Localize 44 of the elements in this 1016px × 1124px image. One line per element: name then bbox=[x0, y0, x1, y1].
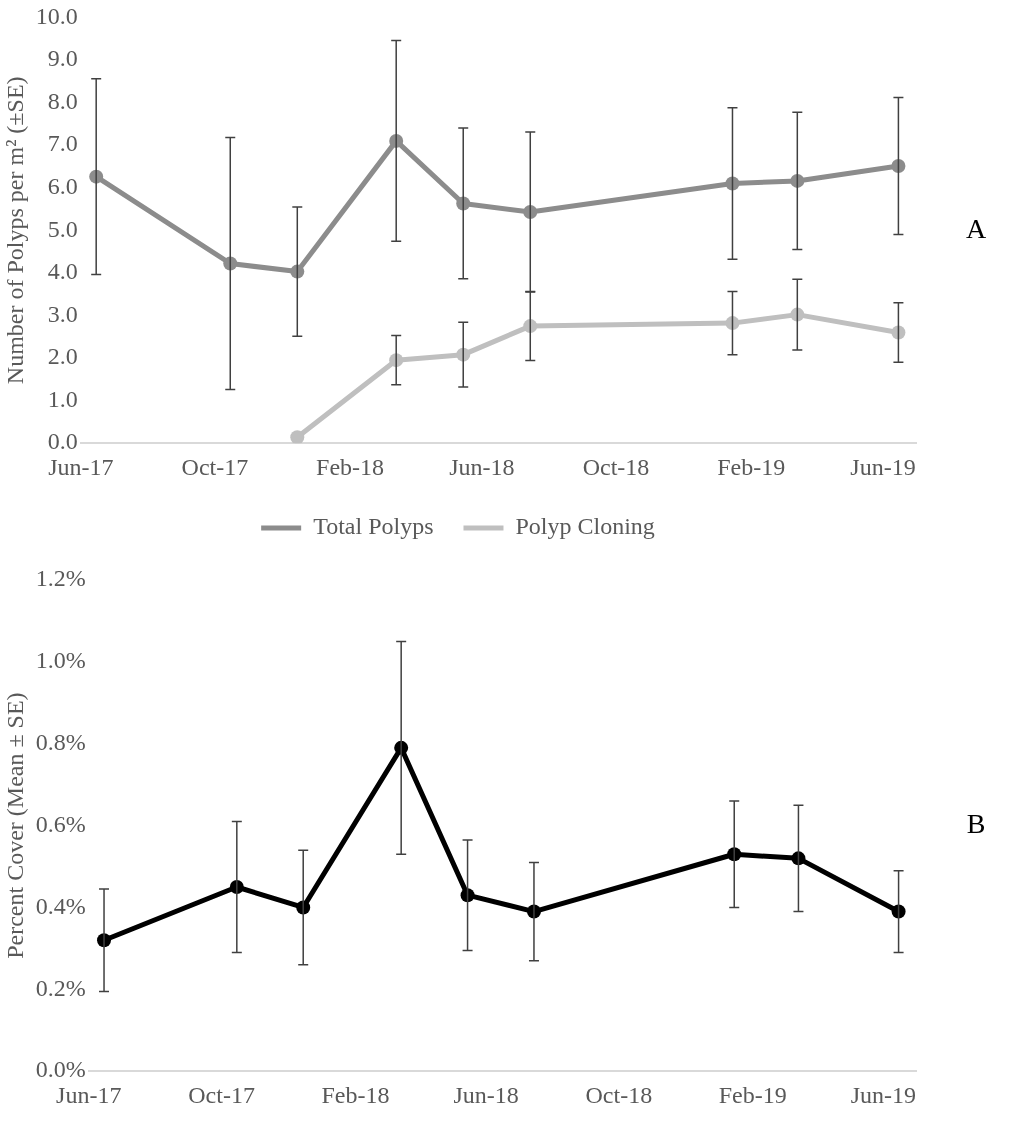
x-tick-label: Feb-18 bbox=[321, 1081, 390, 1108]
x-tick-label: Oct-17 bbox=[188, 1081, 255, 1108]
y-tick-label: 1.0 bbox=[47, 385, 78, 412]
point bbox=[223, 256, 238, 271]
y-tick-label: 9.0 bbox=[47, 45, 78, 72]
y-tick-label: 4.0 bbox=[47, 258, 78, 285]
y-tick-label: 10.0 bbox=[35, 2, 78, 29]
x-tick-label: Jun-18 bbox=[449, 453, 515, 480]
x-tick-label: Feb-18 bbox=[316, 453, 385, 480]
x-tick-label: Oct-18 bbox=[585, 1081, 653, 1108]
y-axis-title: Number of Polyps per m² (±SE) bbox=[1, 76, 28, 385]
x-tick-label: Jun-19 bbox=[850, 1081, 917, 1108]
x-tick-label: Jun-18 bbox=[453, 1081, 519, 1108]
x-tick-label: Jun-19 bbox=[850, 453, 916, 480]
y-tick-label: 0.0% bbox=[35, 1056, 86, 1083]
y-tick-label: 0.8% bbox=[35, 729, 86, 756]
x-tick-label: Feb-19 bbox=[718, 1081, 787, 1108]
y-tick-label: 5.0 bbox=[47, 215, 78, 242]
y-tick-label: 3.0 bbox=[47, 300, 78, 327]
y-tick-label: 8.0 bbox=[47, 87, 78, 114]
point bbox=[290, 430, 305, 444]
x-tick-label: Oct-17 bbox=[181, 453, 249, 480]
x-tick-label: Oct-18 bbox=[582, 453, 650, 480]
text: A bbox=[965, 212, 987, 244]
y-tick-label: 0.2% bbox=[35, 974, 86, 1001]
y-tick-label: 0.4% bbox=[35, 892, 86, 919]
point bbox=[523, 319, 538, 334]
x-tick-label: Feb-19 bbox=[717, 453, 786, 480]
text: B bbox=[966, 807, 986, 839]
y-tick-label: 1.2% bbox=[35, 565, 86, 592]
x-tick-label: Jun-17 bbox=[56, 1081, 122, 1108]
y-axis-title: Percent Cover (Mean ± SE) bbox=[1, 692, 28, 959]
point bbox=[523, 204, 538, 219]
legend-label: Polyp Cloning bbox=[515, 513, 655, 540]
x-tick-label: Jun-17 bbox=[48, 453, 114, 480]
point bbox=[790, 173, 805, 188]
y-tick-label: 0.6% bbox=[35, 810, 86, 837]
legend-label: Total Polyps bbox=[313, 513, 434, 540]
y-tick-label: 7.0 bbox=[47, 130, 78, 157]
point bbox=[891, 159, 906, 173]
y-tick-label: 6.0 bbox=[47, 173, 78, 200]
y-tick-label: 2.0 bbox=[47, 343, 78, 370]
y-tick-label: 0.0 bbox=[47, 428, 78, 455]
y-tick-label: 1.0% bbox=[35, 647, 86, 674]
